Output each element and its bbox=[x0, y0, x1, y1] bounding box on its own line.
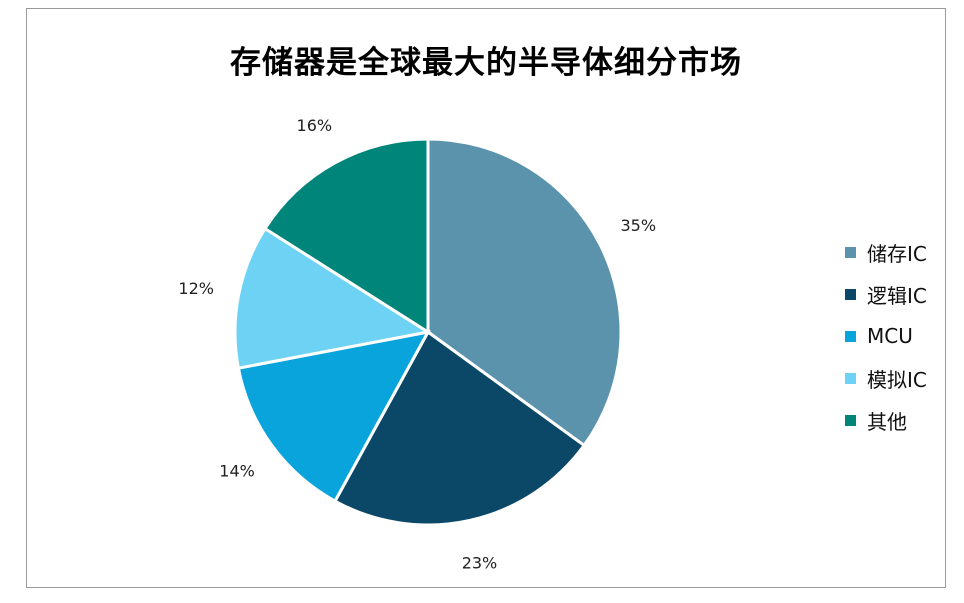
pie-chart: 35% 23% 14% 12% 16% bbox=[178, 116, 656, 572]
pie-slice-label-0: 35% bbox=[620, 216, 656, 235]
pie-slice-0 bbox=[426, 137, 623, 448]
legend: 储存IC 逻辑IC MCU 模拟IC 其他 bbox=[845, 231, 927, 441]
legend-label: 储存IC bbox=[867, 241, 927, 266]
legend-label: 其他 bbox=[867, 409, 907, 434]
pie-slice-label-4: 16% bbox=[297, 116, 333, 135]
chart-title: 存储器是全球最大的半导体细分市场 bbox=[230, 45, 742, 81]
legend-swatch bbox=[845, 246, 856, 258]
pie-slice-label-3: 12% bbox=[178, 279, 214, 298]
legend-item-3: 模拟IC bbox=[845, 357, 927, 399]
pie-slice-2 bbox=[236, 329, 431, 504]
pie-slice-1 bbox=[332, 329, 587, 527]
legend-label: 模拟IC bbox=[867, 367, 927, 392]
legend-label: MCU bbox=[867, 324, 913, 348]
legend-item-1: 逻辑IC bbox=[845, 273, 927, 315]
legend-swatch bbox=[845, 414, 856, 426]
pie-slice-3 bbox=[233, 226, 433, 370]
chart-frame: 存储器是全球最大的半导体细分市场 35% 23% 14% 12% 16% 储存IC 逻辑I… bbox=[26, 8, 946, 588]
legend-item-2: MCU bbox=[845, 315, 927, 357]
legend-swatch bbox=[845, 372, 856, 384]
pie-slice-4 bbox=[262, 137, 430, 335]
legend-item-4: 其他 bbox=[845, 399, 927, 441]
pie-slice-label-1: 23% bbox=[462, 553, 498, 572]
legend-swatch bbox=[845, 330, 856, 342]
legend-swatch bbox=[845, 288, 856, 300]
legend-item-0: 储存IC bbox=[845, 231, 927, 273]
legend-label: 逻辑IC bbox=[867, 283, 927, 308]
pie-slice-label-2: 14% bbox=[219, 462, 255, 481]
